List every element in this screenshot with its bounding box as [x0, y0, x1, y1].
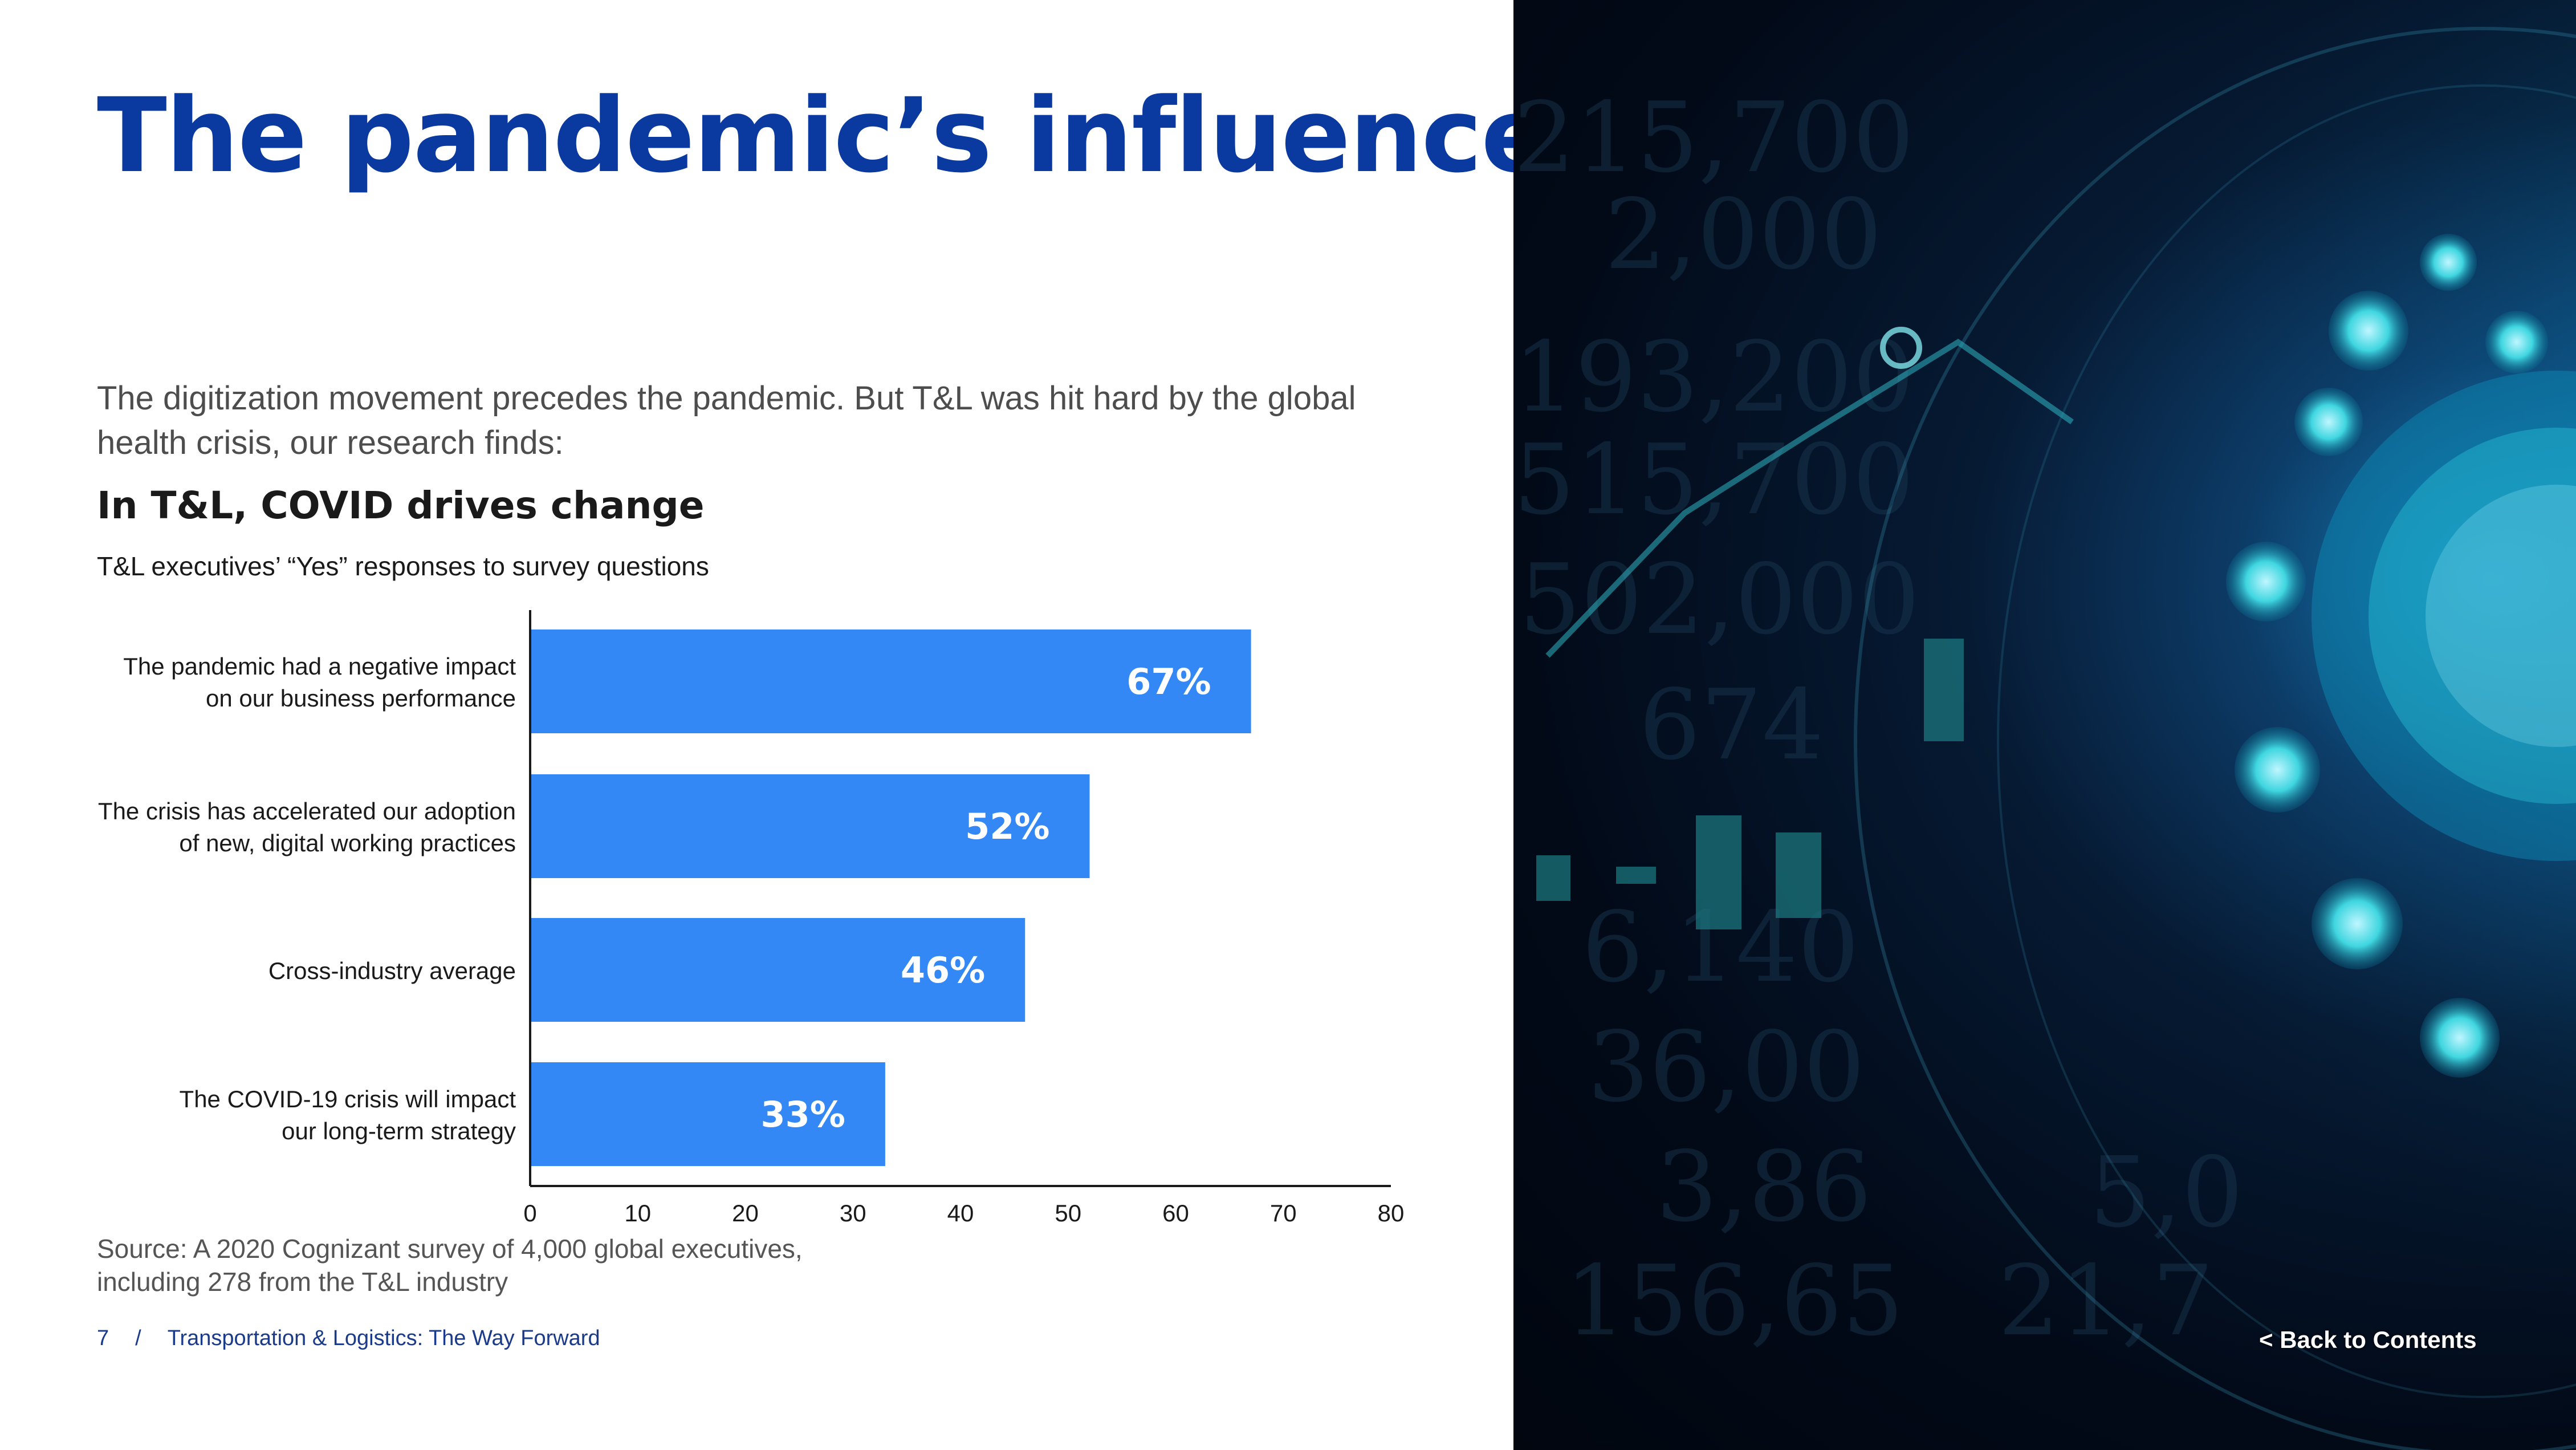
- page-title: The pandemic’s influence: [97, 76, 1551, 196]
- category-label: The crisis has accelerated our adoption: [98, 798, 516, 824]
- chart-subtitle: In T&L, COVID drives change: [97, 484, 705, 527]
- x-tick-label: 10: [624, 1200, 651, 1226]
- source-note: Source: A 2020 Cognizant survey of 4,000…: [97, 1234, 803, 1297]
- category-label: The COVID-19 crisis will impact: [180, 1086, 516, 1112]
- bar-value-label: 46%: [901, 949, 985, 991]
- x-tick-label: 0: [523, 1200, 536, 1226]
- category-label: on our business performance: [206, 685, 516, 712]
- category-label: Cross-industry average: [268, 957, 516, 984]
- bar: [530, 1062, 885, 1166]
- bar-value-label: 33%: [760, 1094, 845, 1135]
- chart-caption: T&L executives’ “Yes” responses to surve…: [97, 551, 709, 581]
- background-number: 3,86: [1656, 1131, 1872, 1244]
- footer: 7 / Transportation & Logistics: The Way Fo…: [97, 1326, 600, 1351]
- background-number: 36,00: [1588, 1011, 1865, 1124]
- background-number: 2,000: [1605, 178, 1882, 291]
- intro-text: The digitization movement precedes the p…: [97, 380, 1356, 461]
- bar: [530, 918, 1025, 1022]
- bar-value-label: 52%: [965, 806, 1049, 847]
- background-number: 156,65: [1565, 1245, 1904, 1358]
- x-tick-label: 60: [1162, 1200, 1189, 1226]
- virus-globe-illustration: 215,7002,000193,200515,700502,0006746,14…: [1513, 0, 2576, 1450]
- category-label: our long-term strategy: [282, 1118, 516, 1144]
- x-tick-label: 50: [1055, 1200, 1081, 1226]
- back-to-contents-link[interactable]: < Back to Contents: [2259, 1326, 2477, 1353]
- background-number: 215,700: [1513, 82, 1914, 194]
- footer-separator: /: [135, 1326, 141, 1350]
- category-label: of new, digital working practices: [179, 830, 516, 856]
- x-tick-label: 30: [840, 1200, 866, 1226]
- x-tick-label: 80: [1378, 1200, 1405, 1226]
- bar: [530, 629, 1251, 733]
- hero-image: 215,700 2,000 193,200 515,700 502,000 674 6,14…: [1513, 0, 2576, 1450]
- bar: [530, 774, 1090, 878]
- x-tick-label: 40: [947, 1200, 974, 1226]
- category-label: The pandemic had a negative impact: [123, 653, 516, 680]
- x-tick-label: 20: [732, 1200, 759, 1226]
- content-panel: The pandemic’s influence The digitizatio…: [97, 79, 1551, 1351]
- page-number: 7: [97, 1326, 109, 1350]
- background-number: 674: [1639, 669, 1824, 782]
- bar-value-label: 67%: [1126, 661, 1211, 702]
- x-tick-label: 70: [1270, 1200, 1297, 1226]
- footer-doc-title: Transportation & Logistics: The Way Forw…: [167, 1326, 600, 1350]
- bar-chart: 67% The pandemic had a negative impact on …: [98, 610, 1405, 1226]
